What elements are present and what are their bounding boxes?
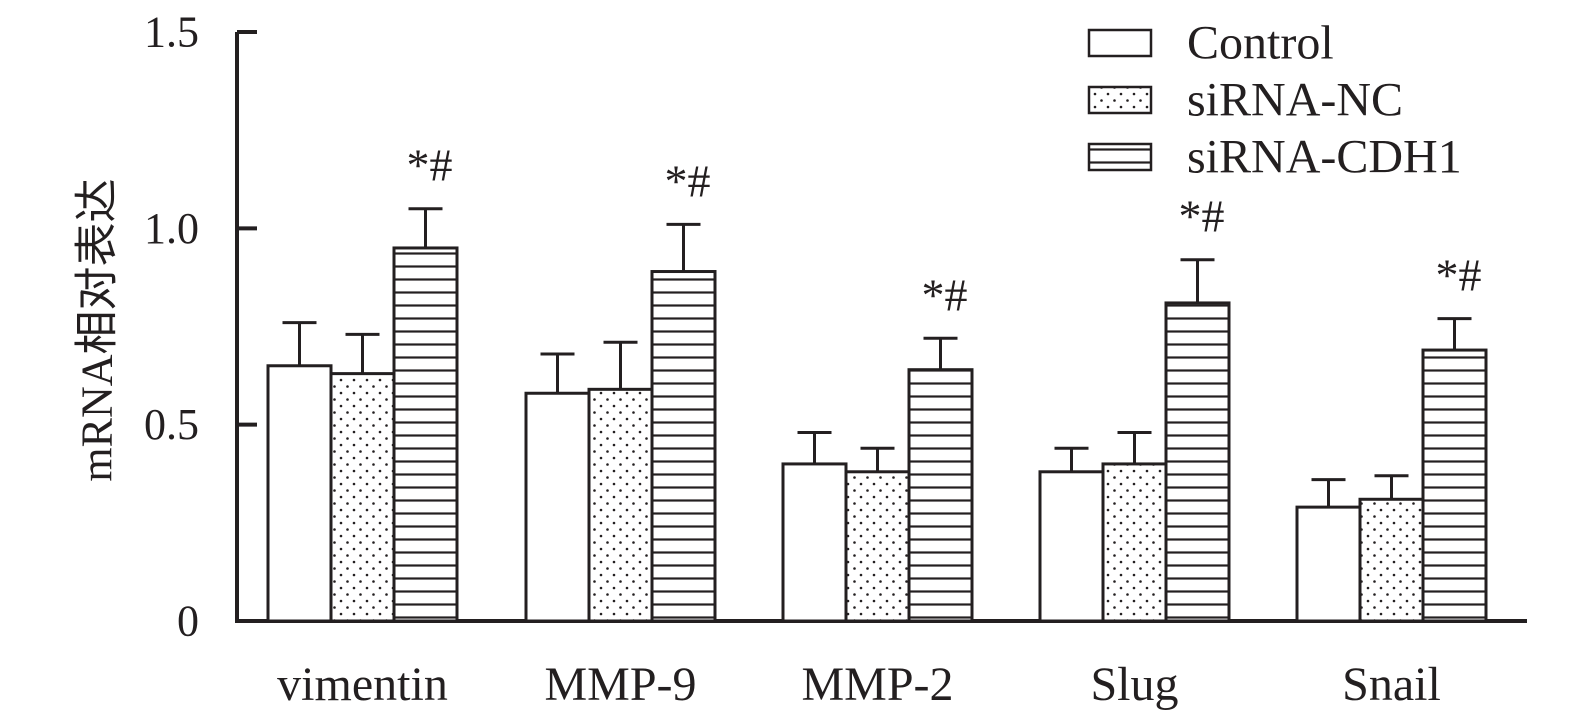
x-tick-label: MMP-9 bbox=[544, 658, 696, 711]
significance-mark: *# bbox=[922, 269, 968, 320]
x-tick-label: vimentin bbox=[277, 658, 448, 711]
significance-mark: *# bbox=[665, 155, 711, 206]
y-axis-label: mRNA相对表达 bbox=[73, 178, 122, 481]
bar bbox=[1038, 470, 1105, 623]
legend-label: Control bbox=[1187, 17, 1334, 70]
bar bbox=[329, 372, 396, 623]
bar bbox=[1101, 462, 1168, 623]
bar bbox=[1164, 301, 1231, 623]
bar bbox=[1421, 348, 1488, 623]
significance-mark: *# bbox=[407, 140, 453, 191]
bar bbox=[781, 462, 848, 623]
y-tick-label: 1.0 bbox=[144, 204, 199, 253]
significance-mark: *# bbox=[1436, 250, 1482, 301]
significance-mark: *# bbox=[1179, 191, 1225, 242]
bar bbox=[587, 387, 654, 623]
bar bbox=[1358, 497, 1425, 623]
legend-label: siRNA-CDH1 bbox=[1187, 131, 1462, 184]
x-tick-label: Slug bbox=[1090, 658, 1178, 711]
legend-swatch bbox=[1087, 85, 1153, 115]
legend-label: siRNA-NC bbox=[1187, 74, 1403, 127]
y-tick-label: 0.5 bbox=[144, 400, 199, 449]
legend-swatch bbox=[1087, 28, 1153, 58]
axes: 0 0.5 1.0 1.5 vimentin MMP-9 MMP-2 Slug Snail bbox=[144, 8, 1527, 711]
bars: *# *# *# *# *# bbox=[266, 140, 1488, 623]
y-tick-label: 0 bbox=[177, 597, 199, 646]
legend-swatch bbox=[1087, 142, 1153, 172]
y-tick-label: 1.5 bbox=[144, 8, 199, 57]
x-tick-label: MMP-2 bbox=[801, 658, 953, 711]
bar bbox=[907, 368, 974, 623]
bar bbox=[1295, 505, 1362, 623]
bar bbox=[844, 470, 911, 623]
bar bbox=[266, 364, 333, 623]
bar bbox=[650, 270, 717, 623]
x-tick-label: Snail bbox=[1342, 658, 1441, 711]
bar bbox=[392, 246, 459, 623]
bar bbox=[524, 391, 591, 623]
